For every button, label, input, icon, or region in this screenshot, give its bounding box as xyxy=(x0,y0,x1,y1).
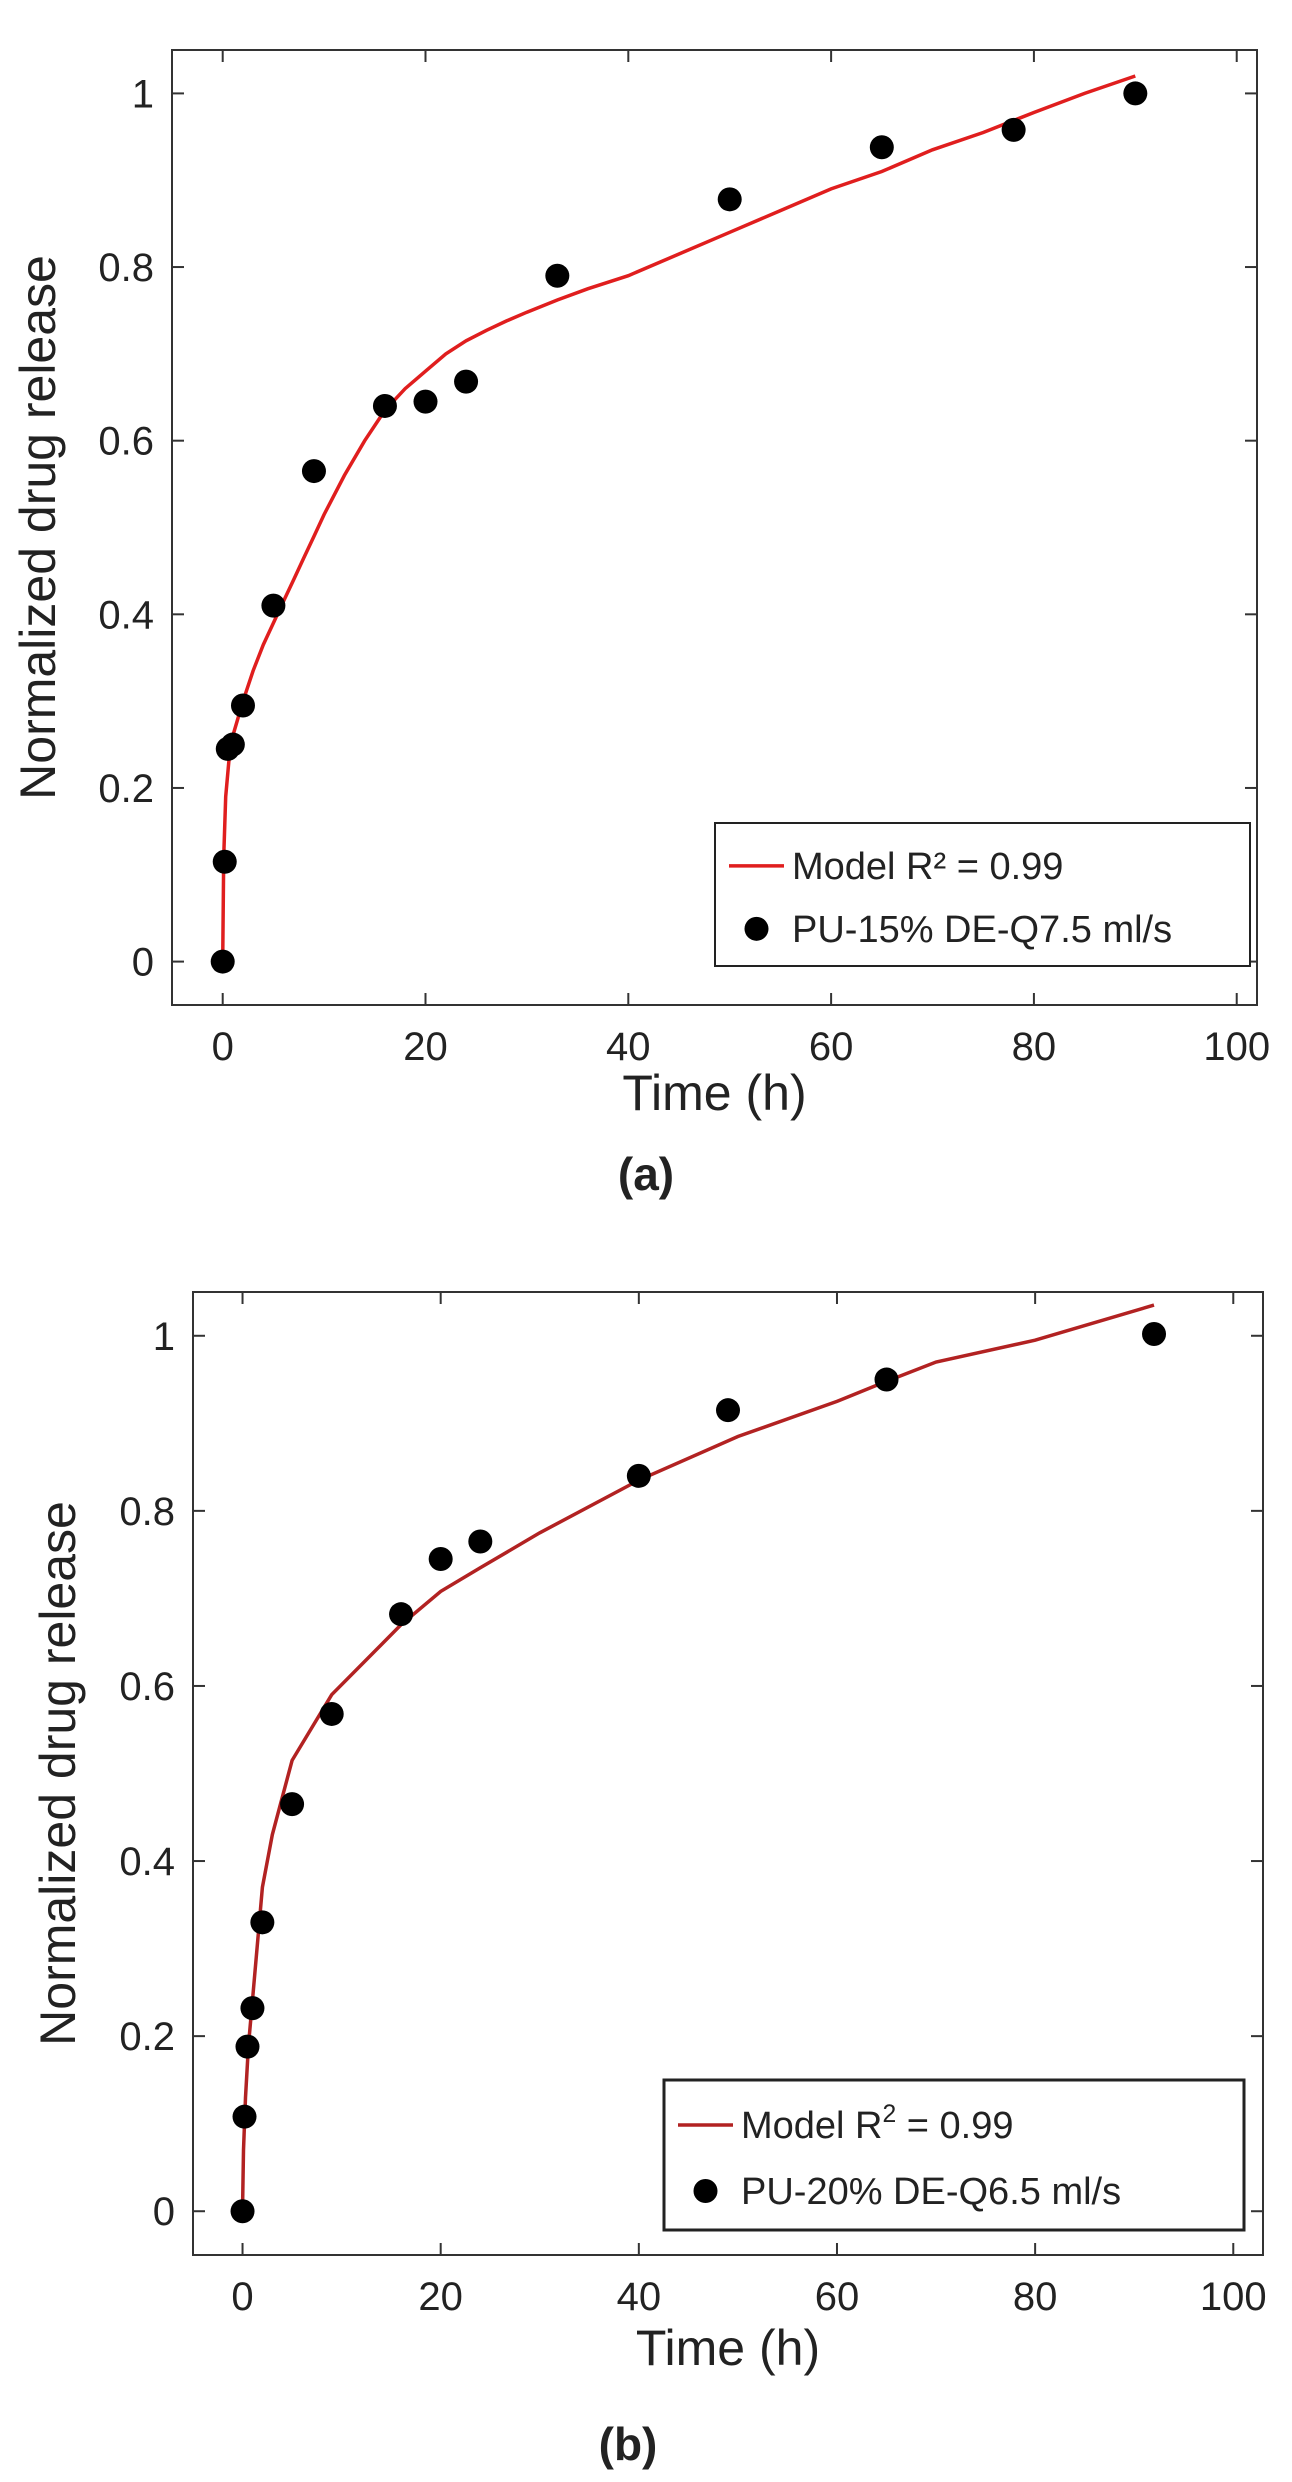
chart-b-xtick-label: 60 xyxy=(815,2275,860,2319)
chart-a-legend-label-2: PU-15% DE-Q7.5 ml/s xyxy=(792,909,1172,951)
chart-b-legend-label-1: Model R2 = 0.99 xyxy=(741,2101,1014,2147)
chart-a-svg: (a) 0 20 40 60 80 100 0 0.2 0.4 0.6 0.8 1 Time (h) No… xyxy=(10,49,1270,1200)
chart-a-x-axis-label: Time (h) xyxy=(622,1065,806,1121)
chart-a-data-point xyxy=(210,949,235,974)
panel-label-b: (b) xyxy=(599,2418,658,2470)
chart-panel-a: (a) 0 20 40 60 80 100 0 0.2 0.4 0.6 0.8 1 Time (h) No… xyxy=(0,0,1292,1210)
chart-b-data-point xyxy=(319,1701,344,1726)
chart-b-ytick-label: 0.8 xyxy=(119,1490,175,1534)
chart-b-xtick-label: 80 xyxy=(1013,2275,1058,2319)
chart-a-data-point xyxy=(220,732,245,757)
chart-b-legend-label-text: Model R xyxy=(741,2105,883,2147)
chart-a-legend-marker-swatch xyxy=(744,916,769,941)
chart-a-data-point xyxy=(545,263,570,288)
chart-a-data-point xyxy=(212,849,237,874)
chart-b-data-point xyxy=(235,2034,260,2059)
chart-b-ytick-label: 0.4 xyxy=(119,1840,175,1884)
chart-b-data-point xyxy=(280,1792,305,1817)
chart-b-legend-label-superscript: 2 xyxy=(883,2101,897,2128)
chart-b-data-point xyxy=(716,1398,740,1423)
chart-a-xtick-label: 80 xyxy=(1012,1025,1057,1069)
chart-a-legend-label-text: Model R² = 0.99 xyxy=(792,846,1063,888)
chart-b-svg: (b) 0 20 40 60 80 100 0 0.2 0.4 0.6 0.8 1 Time (h) No… xyxy=(30,1291,1267,2470)
chart-a-legend-box xyxy=(714,822,1251,967)
chart-a-y-axis-label: Normalized drug release xyxy=(10,255,66,800)
chart-b-data-point xyxy=(389,1602,414,1627)
chart-b-data-point xyxy=(428,1547,453,1572)
chart-a-ytick-label: 0.4 xyxy=(98,593,154,637)
chart-a-data-point xyxy=(230,693,255,718)
chart-a-ytick-label: 0.8 xyxy=(98,246,154,290)
chart-b-data-point xyxy=(250,1910,275,1935)
chart-a-data-point xyxy=(301,459,326,484)
chart-a-data-point xyxy=(261,593,286,618)
chart-b-xtick-label: 100 xyxy=(1200,2275,1267,2319)
chart-a-xtick-label: 40 xyxy=(606,1025,651,1069)
chart-a-data-point xyxy=(717,187,742,212)
chart-b-data-point xyxy=(232,2104,257,2129)
chart-b-x-axis-label: Time (h) xyxy=(636,2320,820,2376)
chart-b-axes-box xyxy=(192,1291,1264,2256)
chart-a-ytick-label: 0.6 xyxy=(98,420,154,464)
chart-a-legend-label-1: Model R² = 0.99 xyxy=(792,846,1063,888)
chart-b-data-point xyxy=(240,1996,265,2021)
chart-b-legend-marker-swatch xyxy=(693,2179,718,2203)
chart-b-data-point xyxy=(1142,1322,1167,1347)
chart-b-ytick-label: 0.6 xyxy=(119,1665,175,1709)
chart-b-data-point xyxy=(874,1367,899,1392)
chart-a-xtick-label: 20 xyxy=(403,1025,448,1069)
chart-a-ytick-label: 1 xyxy=(132,72,154,116)
chart-b-data-point xyxy=(230,2199,255,2224)
chart-a-ytick-label: 0 xyxy=(132,941,154,985)
chart-b-data-point xyxy=(626,1463,651,1488)
chart-a-ytick-label: 0.2 xyxy=(98,767,154,811)
chart-a-data-point xyxy=(1123,81,1148,106)
chart-b-xtick-label: 20 xyxy=(418,2275,463,2319)
chart-a-data-point xyxy=(372,393,397,418)
chart-a-data-point xyxy=(454,369,479,394)
chart-b-y-axis-label: Normalized drug release xyxy=(30,1501,86,2046)
chart-b-ytick-label: 0 xyxy=(153,2190,175,2234)
panel-label-a: (a) xyxy=(618,1148,674,1200)
chart-a-axes-box xyxy=(171,49,1258,1006)
chart-a-data-point xyxy=(869,135,894,160)
chart-b-xtick-label: 40 xyxy=(617,2275,662,2319)
chart-b-legend-label-text: PU-20% DE-Q6.5 ml/s xyxy=(741,2171,1121,2213)
chart-b-legend-box xyxy=(662,2078,1246,2232)
chart-a-xtick-label: 100 xyxy=(1203,1025,1270,1069)
chart-b-data-point xyxy=(468,1529,493,1554)
chart-a-xtick-label: 60 xyxy=(809,1025,854,1069)
chart-b-xtick-label: 0 xyxy=(231,2275,253,2319)
chart-b-legend-label-suffix: = 0.99 xyxy=(896,2105,1013,2147)
chart-b-legend-label-2: PU-20% DE-Q6.5 ml/s xyxy=(741,2171,1121,2213)
chart-b-ytick-label: 0.2 xyxy=(119,2015,175,2059)
chart-b-model-line xyxy=(240,1303,1155,2212)
chart-a-legend-label-text: PU-15% DE-Q7.5 ml/s xyxy=(792,909,1172,951)
chart-a-data-point xyxy=(1001,117,1026,142)
chart-a-data-point xyxy=(413,389,438,414)
chart-a-xtick-label: 0 xyxy=(212,1025,234,1069)
chart-panel-b: (b) 0 20 40 60 80 100 0 0.2 0.4 0.6 0.8 1 Time (h) No… xyxy=(0,1210,1292,2482)
chart-b-ytick-label: 1 xyxy=(153,1315,175,1359)
